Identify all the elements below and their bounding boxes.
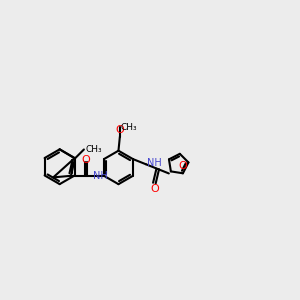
Text: CH₃: CH₃: [121, 123, 137, 132]
Text: O: O: [178, 161, 187, 171]
Text: NH: NH: [93, 171, 107, 181]
Text: O: O: [150, 184, 159, 194]
Text: O: O: [116, 125, 124, 135]
Text: CH₃: CH₃: [85, 145, 102, 154]
Text: NH: NH: [147, 158, 162, 168]
Text: O: O: [82, 155, 90, 165]
